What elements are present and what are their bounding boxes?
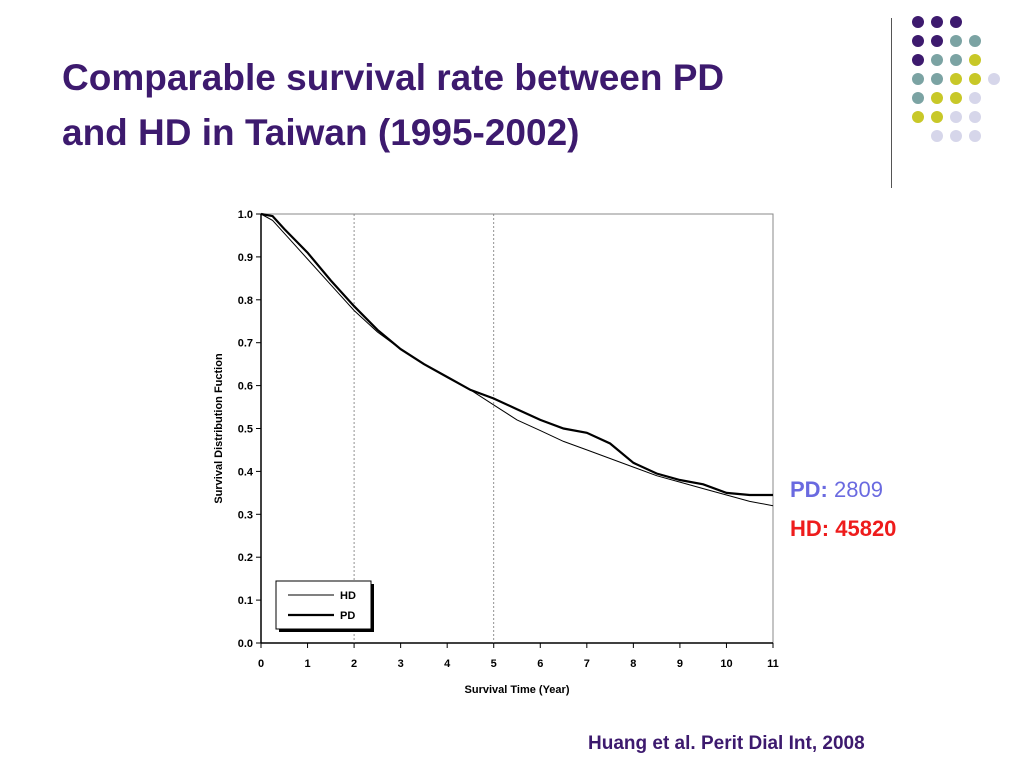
slide-title-line-1: Comparable survival rate between PD	[62, 57, 725, 98]
decorative-dot	[950, 130, 962, 142]
decorative-dot	[931, 111, 943, 123]
legend-label-pd: PD	[340, 610, 355, 622]
decorative-dot	[969, 73, 981, 85]
decorative-dot	[969, 35, 981, 47]
x-tick-label: 7	[584, 658, 590, 670]
citation: Huang et al. Perit Dial Int, 2008	[588, 733, 865, 754]
decorative-dot	[950, 35, 962, 47]
decorative-dot	[969, 111, 981, 123]
decorative-dot	[969, 92, 981, 104]
survival-chart: 0.0 0.1 0.2 0.3 0.4 0.5 0.6 0.7 0.8 0.9 1.0 0 1 2 3 4 5 6…	[213, 209, 779, 696]
x-axis-label: Survival Time (Year)	[465, 684, 570, 696]
legend-label-hd: HD	[340, 590, 356, 602]
decorative-dot	[931, 35, 943, 47]
decorative-dot	[931, 92, 943, 104]
y-axis-label: Survival Distribution Fuction	[213, 353, 225, 504]
decorative-dot	[931, 54, 943, 66]
decorative-divider	[891, 18, 892, 188]
y-tick-label: 0.9	[238, 252, 253, 264]
decorative-dot	[912, 35, 924, 47]
y-tick-label: 0.6	[238, 381, 253, 393]
x-tick-label: 8	[630, 658, 636, 670]
x-tick-label: 5	[491, 658, 497, 670]
x-tick-label: 3	[398, 658, 404, 670]
decorative-dot	[931, 16, 943, 28]
decorative-dot	[950, 92, 962, 104]
decorative-dot	[912, 111, 924, 123]
decorative-dot	[988, 73, 1000, 85]
legend-box	[275, 580, 372, 630]
y-tick-label: 0.8	[238, 295, 253, 307]
pd-count-value: 2809	[834, 477, 883, 502]
decorative-dot	[912, 92, 924, 104]
y-tick-label: 0.4	[238, 466, 254, 478]
plot-frame	[260, 213, 774, 644]
x-tick-label: 4	[444, 658, 451, 670]
x-tick-label: 6	[537, 658, 543, 670]
slide-title: Comparable survival rate between PD and …	[62, 50, 882, 160]
y-tick-label: 0.5	[238, 424, 253, 436]
decorative-dot	[931, 130, 943, 142]
y-tick-label: 0.2	[238, 552, 253, 564]
y-tick-label: 0.7	[238, 338, 253, 350]
x-tick-label: 10	[720, 658, 732, 670]
hd-patient-count: HD: 45820	[790, 516, 896, 542]
decorative-dot	[969, 54, 981, 66]
y-tick-label: 0.1	[238, 595, 253, 607]
hd-count-value: 45820	[835, 516, 897, 541]
series-line-hd	[260, 213, 774, 507]
decorative-dot	[912, 73, 924, 85]
x-tick-label: 11	[767, 658, 779, 670]
decorative-dot	[950, 111, 962, 123]
series-line-pd	[260, 212, 773, 497]
decorative-dot	[912, 54, 924, 66]
decorative-dot	[950, 73, 962, 85]
decorative-dot	[912, 16, 924, 28]
y-tick-label: 1.0	[238, 209, 253, 221]
pd-patient-count: PD: 2809	[790, 477, 883, 503]
decorative-dot	[950, 54, 962, 66]
x-tick-label: 1	[304, 658, 310, 670]
hd-count-label: HD:	[790, 516, 830, 541]
x-tick-label: 9	[677, 658, 683, 670]
decorative-dot	[931, 73, 943, 85]
decorative-dot	[950, 16, 962, 28]
y-tick-label: 0.3	[238, 509, 253, 521]
pd-count-label: PD:	[790, 477, 828, 502]
decorative-dot-pattern	[912, 16, 1000, 142]
x-tick-label: 0	[258, 658, 264, 670]
x-tick-label: 2	[351, 658, 357, 670]
slide-title-line-2: and HD in Taiwan (1995-2002)	[62, 112, 580, 153]
decorative-dot	[969, 130, 981, 142]
y-tick-label: 0.0	[238, 638, 253, 650]
